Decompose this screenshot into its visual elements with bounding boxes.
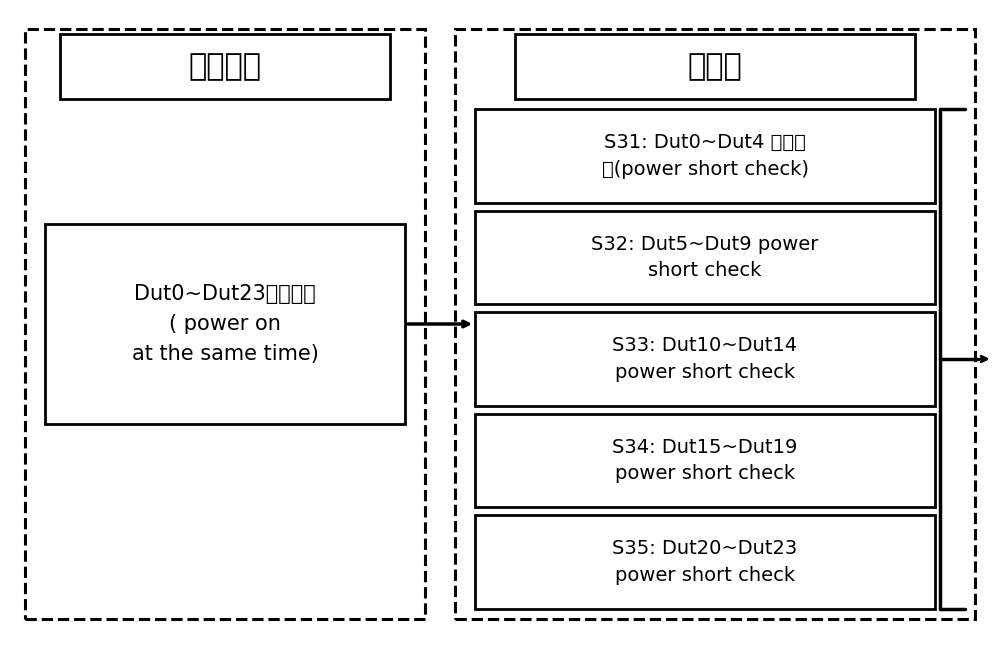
FancyBboxPatch shape xyxy=(515,34,915,99)
Text: S32: Dut5~Dut9 power
short check: S32: Dut5~Dut9 power short check xyxy=(591,235,819,280)
FancyBboxPatch shape xyxy=(475,109,935,203)
Text: S34: Dut15~Dut19
power short check: S34: Dut15~Dut19 power short check xyxy=(612,438,798,483)
FancyBboxPatch shape xyxy=(475,414,935,508)
FancyBboxPatch shape xyxy=(60,34,390,99)
Text: S31: Dut0~Dut4 短路测
试(power short check): S31: Dut0~Dut4 短路测 试(power short check) xyxy=(602,133,808,179)
Text: 本发明: 本发明 xyxy=(688,52,742,81)
FancyBboxPatch shape xyxy=(45,224,405,424)
Text: S33: Dut10~Dut14
power short check: S33: Dut10~Dut14 power short check xyxy=(612,336,798,382)
FancyBboxPatch shape xyxy=(475,515,935,609)
FancyBboxPatch shape xyxy=(475,211,935,304)
Bar xyxy=(25,29,425,619)
FancyBboxPatch shape xyxy=(475,312,935,405)
Text: 现有技术: 现有技术 xyxy=(188,52,262,81)
Bar xyxy=(455,29,975,619)
Text: S35: Dut20~Dut23
power short check: S35: Dut20~Dut23 power short check xyxy=(612,540,798,585)
Text: Dut0~Dut23同时上电
( power on
at the same time): Dut0~Dut23同时上电 ( power on at the same ti… xyxy=(132,284,318,364)
